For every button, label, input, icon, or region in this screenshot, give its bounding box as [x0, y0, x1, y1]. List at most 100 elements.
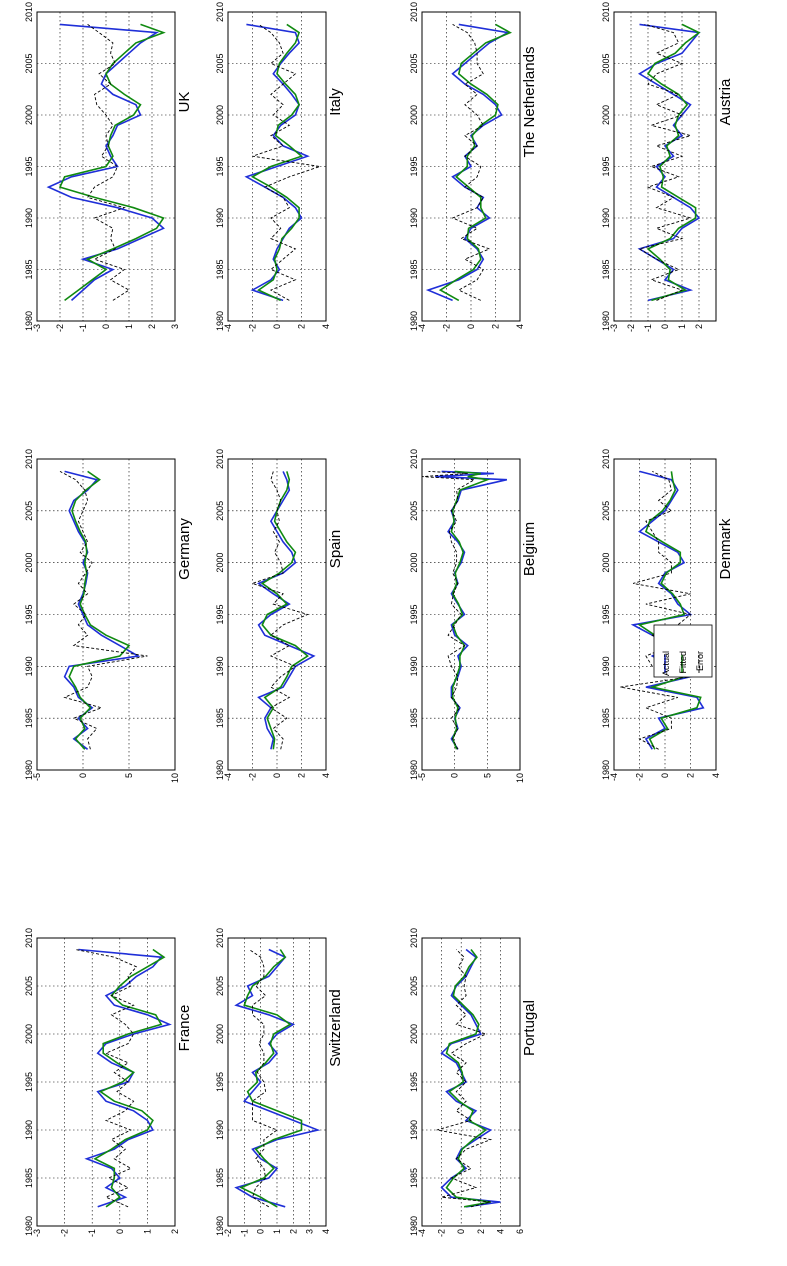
panel-germany: 1980 1985 1990 1995 2000 2005 2010 -5 0 5 10 German… — [24, 449, 193, 783]
x-tick-label: 1980 — [601, 760, 611, 780]
x-tick-label: 1980 — [409, 760, 419, 780]
panel-belgium: 1980 1985 1990 1995 2000 2005 2010 -5 0 5 10 Belgiu… — [409, 449, 538, 783]
y-tick-label: 10 — [170, 773, 180, 783]
x-tick-label: 1990 — [24, 656, 34, 676]
panel-title: France — [176, 1005, 193, 1052]
series-error — [248, 949, 278, 1208]
x-tick-label: 1985 — [409, 1168, 419, 1188]
x-tick-label: 2000 — [215, 105, 225, 125]
panel-the-netherlands: 1980 1985 1990 1995 2000 2005 2010 -4 -2 0 2 4 The N… — [409, 2, 538, 332]
x-tick-label: 1980 — [409, 311, 419, 331]
legend-label: Fitted — [678, 651, 688, 674]
y-tick-label: -1 — [87, 1229, 97, 1237]
x-tick-label: 2005 — [215, 501, 225, 521]
panel-title: Austria — [717, 78, 734, 125]
x-tick-label: 2000 — [409, 1024, 419, 1044]
x-tick-label: 1980 — [409, 1216, 419, 1236]
x-tick-label: 1985 — [215, 259, 225, 279]
y-tick-label: -5 — [32, 773, 42, 781]
x-tick-label: 1995 — [24, 1072, 34, 1092]
x-tick-label: 2010 — [409, 2, 419, 22]
y-tick-label: -4 — [223, 773, 233, 781]
x-tick-label: 1995 — [215, 156, 225, 176]
x-tick-label: 2005 — [24, 976, 34, 996]
x-tick-label: 1990 — [409, 208, 419, 228]
y-tick-label: 1 — [677, 324, 687, 329]
x-tick-label: 1995 — [215, 1072, 225, 1092]
x-tick-label: 1995 — [601, 156, 611, 176]
y-tick-label: 0 — [101, 324, 111, 329]
x-tick-label: 1990 — [24, 1120, 34, 1140]
x-tick-label: 2005 — [215, 53, 225, 73]
panel-spain: 1980 1985 1990 1995 2000 2005 2010 -4 -2 0 2 4 Spain — [215, 449, 344, 781]
y-tick-label: 0 — [660, 324, 670, 329]
x-tick-label: 1990 — [215, 1120, 225, 1140]
x-tick-label: 2010 — [215, 449, 225, 469]
x-tick-label: 1985 — [601, 259, 611, 279]
x-tick-label: 1990 — [601, 208, 611, 228]
panel-title: Switzerland — [327, 989, 344, 1067]
y-tick-label: 0 — [78, 773, 88, 778]
x-tick-label: 1980 — [215, 760, 225, 780]
panel-title: Italy — [327, 88, 344, 116]
x-tick-label: 2010 — [215, 928, 225, 948]
x-tick-label: 1990 — [215, 208, 225, 228]
y-tick-label: 3 — [305, 1229, 315, 1234]
y-tick-label: -2 — [442, 324, 452, 332]
series-error — [251, 471, 309, 750]
x-tick-label: 2005 — [215, 976, 225, 996]
y-tick-label: -2 — [60, 1229, 70, 1237]
series-error — [86, 24, 130, 301]
x-tick-label: 1995 — [409, 156, 419, 176]
x-tick-label: 2005 — [409, 501, 419, 521]
x-tick-label: 1980 — [24, 311, 34, 331]
y-tick-label: 2 — [297, 773, 307, 778]
panel-title: Germany — [176, 518, 193, 580]
x-tick-label: 1985 — [409, 259, 419, 279]
x-tick-label: 1985 — [215, 1168, 225, 1188]
panel-title: Spain — [327, 530, 344, 568]
x-tick-label: 2000 — [601, 105, 611, 125]
series-fitted — [438, 23, 513, 302]
series-error — [421, 470, 476, 750]
x-tick-label: 2005 — [601, 501, 611, 521]
panel-portugal: 1980 1985 1990 1995 2000 2005 2010 -4 -2 0 2 4 6 Port… — [409, 928, 538, 1237]
series-error — [638, 23, 693, 301]
series-fitted — [250, 23, 304, 302]
series-fitted — [450, 470, 491, 750]
panel-title: The Netherlands — [521, 47, 538, 158]
legend-label: Error — [695, 651, 705, 671]
x-tick-label: 2000 — [24, 553, 34, 573]
y-tick-label: 6 — [515, 1229, 525, 1234]
y-tick-label: 4 — [495, 1229, 505, 1234]
y-tick-label: 5 — [124, 773, 134, 778]
series-fitted — [646, 23, 701, 302]
y-tick-label: 4 — [321, 773, 331, 778]
x-tick-label: 1980 — [24, 760, 34, 780]
y-tick-label: 2 — [476, 1229, 486, 1234]
x-tick-label: 1995 — [24, 604, 34, 624]
series-error — [620, 470, 692, 750]
panel-austria: 1980 1985 1990 1995 2000 2005 2010 -3 -2 -1 0 1 2 Aus… — [601, 2, 734, 332]
y-tick-label: -3 — [32, 1229, 42, 1237]
y-tick-label: -2 — [635, 773, 645, 781]
panel-title: UK — [176, 92, 193, 113]
x-tick-label: 1980 — [24, 1216, 34, 1236]
y-tick-label: 2 — [694, 324, 704, 329]
y-tick-label: 2 — [147, 324, 157, 329]
y-tick-label: 0 — [660, 773, 670, 778]
y-tick-label: -2 — [55, 324, 65, 332]
x-tick-label: 2010 — [24, 2, 34, 22]
x-tick-label: 1995 — [24, 156, 34, 176]
x-tick-label: 2010 — [215, 2, 225, 22]
y-tick-label: -2 — [248, 324, 258, 332]
x-tick-label: 2010 — [24, 449, 34, 469]
x-tick-label: 2010 — [601, 449, 611, 469]
y-tick-label: -2 — [223, 1229, 233, 1237]
series-error — [252, 24, 321, 301]
x-tick-label: 1995 — [215, 604, 225, 624]
y-tick-label: 0 — [466, 324, 476, 329]
y-tick-label: -1 — [78, 324, 88, 332]
y-tick-label: 1 — [124, 324, 134, 329]
x-tick-label: 1995 — [409, 1072, 419, 1092]
